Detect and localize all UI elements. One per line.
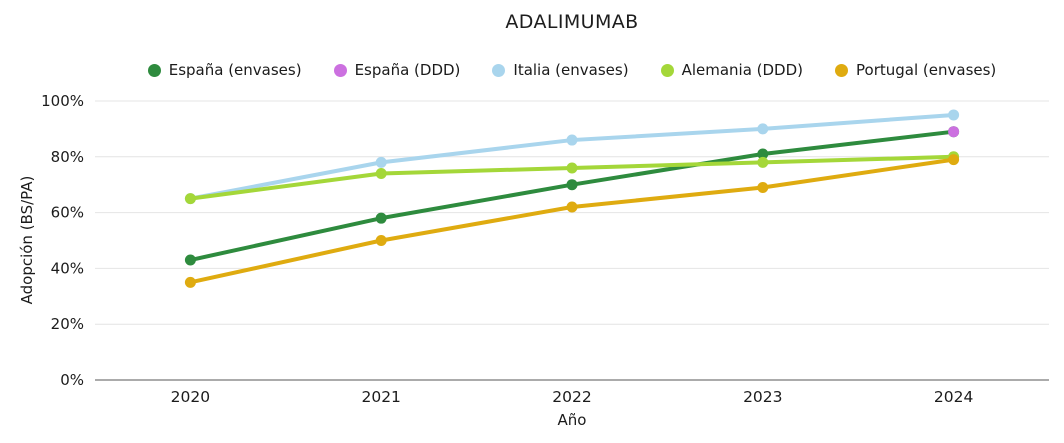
data-point[interactable]: [757, 123, 769, 135]
data-point[interactable]: [948, 126, 960, 138]
legend-label: Portugal (envases): [856, 61, 997, 79]
y-tick-label: 20%: [51, 315, 84, 333]
legend-label: Alemania (DDD): [681, 61, 804, 79]
data-point[interactable]: [375, 168, 387, 180]
legend-label: España (envases): [168, 61, 302, 79]
data-point[interactable]: [566, 134, 578, 146]
legend-label: España (DDD): [354, 61, 461, 79]
legend-swatch-icon: [835, 63, 849, 77]
x-tick-label: 2020: [171, 388, 210, 406]
data-point[interactable]: [757, 181, 769, 193]
x-tick-label: 2024: [934, 388, 973, 406]
series-line-0: [188, 129, 956, 263]
data-point[interactable]: [184, 276, 196, 288]
legend-item-espana-envases[interactable]: España (envases): [147, 61, 302, 79]
y-tick-label: 100%: [41, 92, 84, 110]
x-tick-label: 2023: [743, 388, 782, 406]
x-tick-label: 2021: [361, 388, 400, 406]
legend-swatch-icon: [660, 63, 674, 77]
data-point[interactable]: [948, 109, 960, 121]
legend-label: Italia (envases): [513, 61, 629, 79]
data-point[interactable]: [375, 235, 387, 246]
data-point[interactable]: [566, 162, 578, 174]
legend-swatch-icon: [333, 63, 347, 77]
data-point[interactable]: [375, 156, 387, 168]
data-point[interactable]: [566, 201, 578, 213]
y-tick-label: 0%: [60, 371, 84, 389]
data-point[interactable]: [184, 193, 196, 205]
legend-item-alemania-ddd[interactable]: Alemania (DDD): [660, 61, 804, 79]
x-axis-title: Año: [557, 411, 587, 429]
legend-swatch-icon: [147, 63, 161, 77]
legend-item-espana-ddd[interactable]: España (DDD): [333, 61, 461, 79]
legend-item-portugal-envases[interactable]: Portugal (envases): [835, 61, 996, 79]
data-point[interactable]: [566, 179, 578, 191]
data-point[interactable]: [757, 156, 769, 168]
y-tick-label: 40%: [51, 259, 84, 277]
data-point[interactable]: [948, 154, 960, 166]
legend-item-italia-envases[interactable]: Italia (envases): [492, 61, 629, 79]
chart-title: ADALIMUMAB: [505, 11, 639, 33]
data-point[interactable]: [375, 212, 387, 224]
data-point[interactable]: [757, 148, 769, 160]
x-tick-label: 2022: [552, 388, 591, 406]
y-tick-label: 80%: [51, 148, 84, 166]
legend: España (envases) España (DDD) Italia (en…: [95, 61, 1049, 79]
legend-swatch-icon: [492, 63, 506, 77]
data-point[interactable]: [184, 254, 196, 266]
y-tick-label: 60%: [51, 204, 84, 222]
